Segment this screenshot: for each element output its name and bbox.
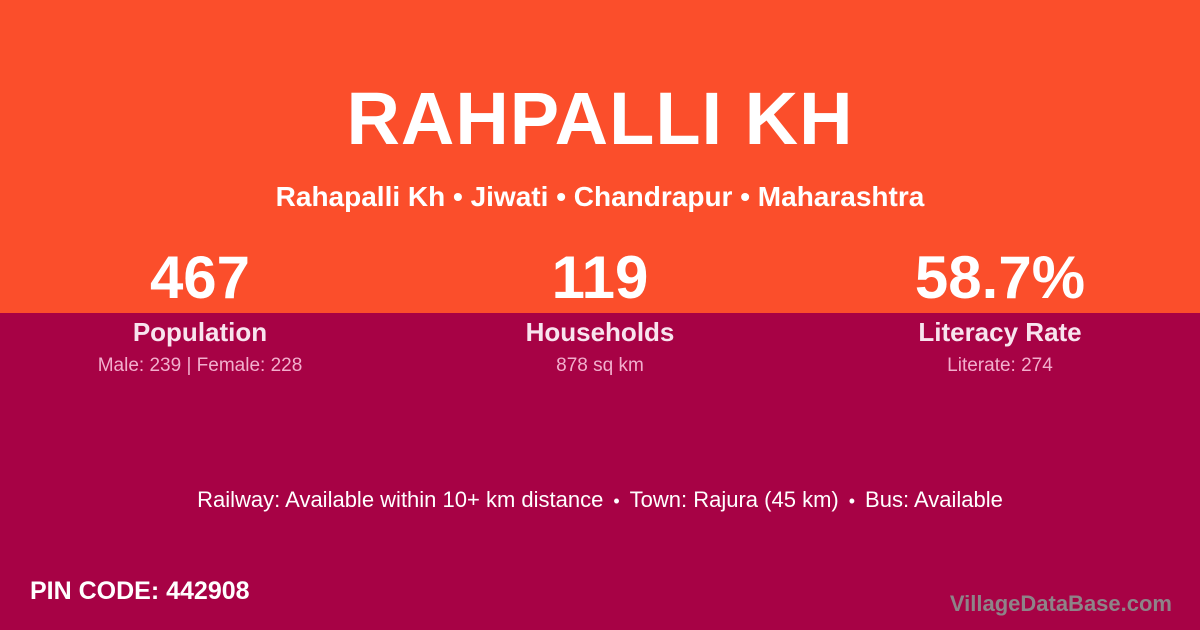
- households-detail: 878 sq km: [556, 355, 644, 376]
- bullet-separator: •: [613, 491, 620, 511]
- amenities-line: Railway: Available within 10+ km distanc…: [0, 486, 1200, 515]
- bottom-background: [0, 313, 1200, 630]
- stat-households: 119 Households 878 sq km: [400, 248, 800, 376]
- population-detail: Male: 239 | Female: 228: [97, 355, 303, 376]
- stat-literacy: 58.7% Literacy Rate Literate: 274: [800, 248, 1200, 376]
- population-value: 467: [149, 244, 251, 311]
- households-label: Households: [525, 317, 675, 347]
- pin-code: PIN CODE: 442908: [30, 577, 250, 605]
- bus-info: Bus: Available: [865, 487, 1003, 512]
- page-title: RAHPALLI KH: [346, 77, 854, 160]
- watermark-brand: VillageDataBase.com: [949, 591, 1172, 616]
- top-background: [0, 0, 1200, 313]
- literacy-value: 58.7%: [914, 244, 1086, 311]
- literacy-label: Literacy Rate: [918, 317, 1082, 347]
- literacy-detail: Literate: 274: [947, 355, 1053, 376]
- town-info: Town: Rajura (45 km): [629, 487, 839, 512]
- stat-population: 467 Population Male: 239 | Female: 228: [0, 248, 400, 376]
- households-value: 119: [551, 244, 649, 311]
- railway-info: Railway: Available within 10+ km distanc…: [197, 487, 604, 512]
- breadcrumb: Rahapalli Kh • Jiwati • Chandrapur • Mah…: [275, 181, 925, 212]
- bullet-separator: •: [848, 491, 856, 511]
- population-label: Population: [132, 317, 268, 347]
